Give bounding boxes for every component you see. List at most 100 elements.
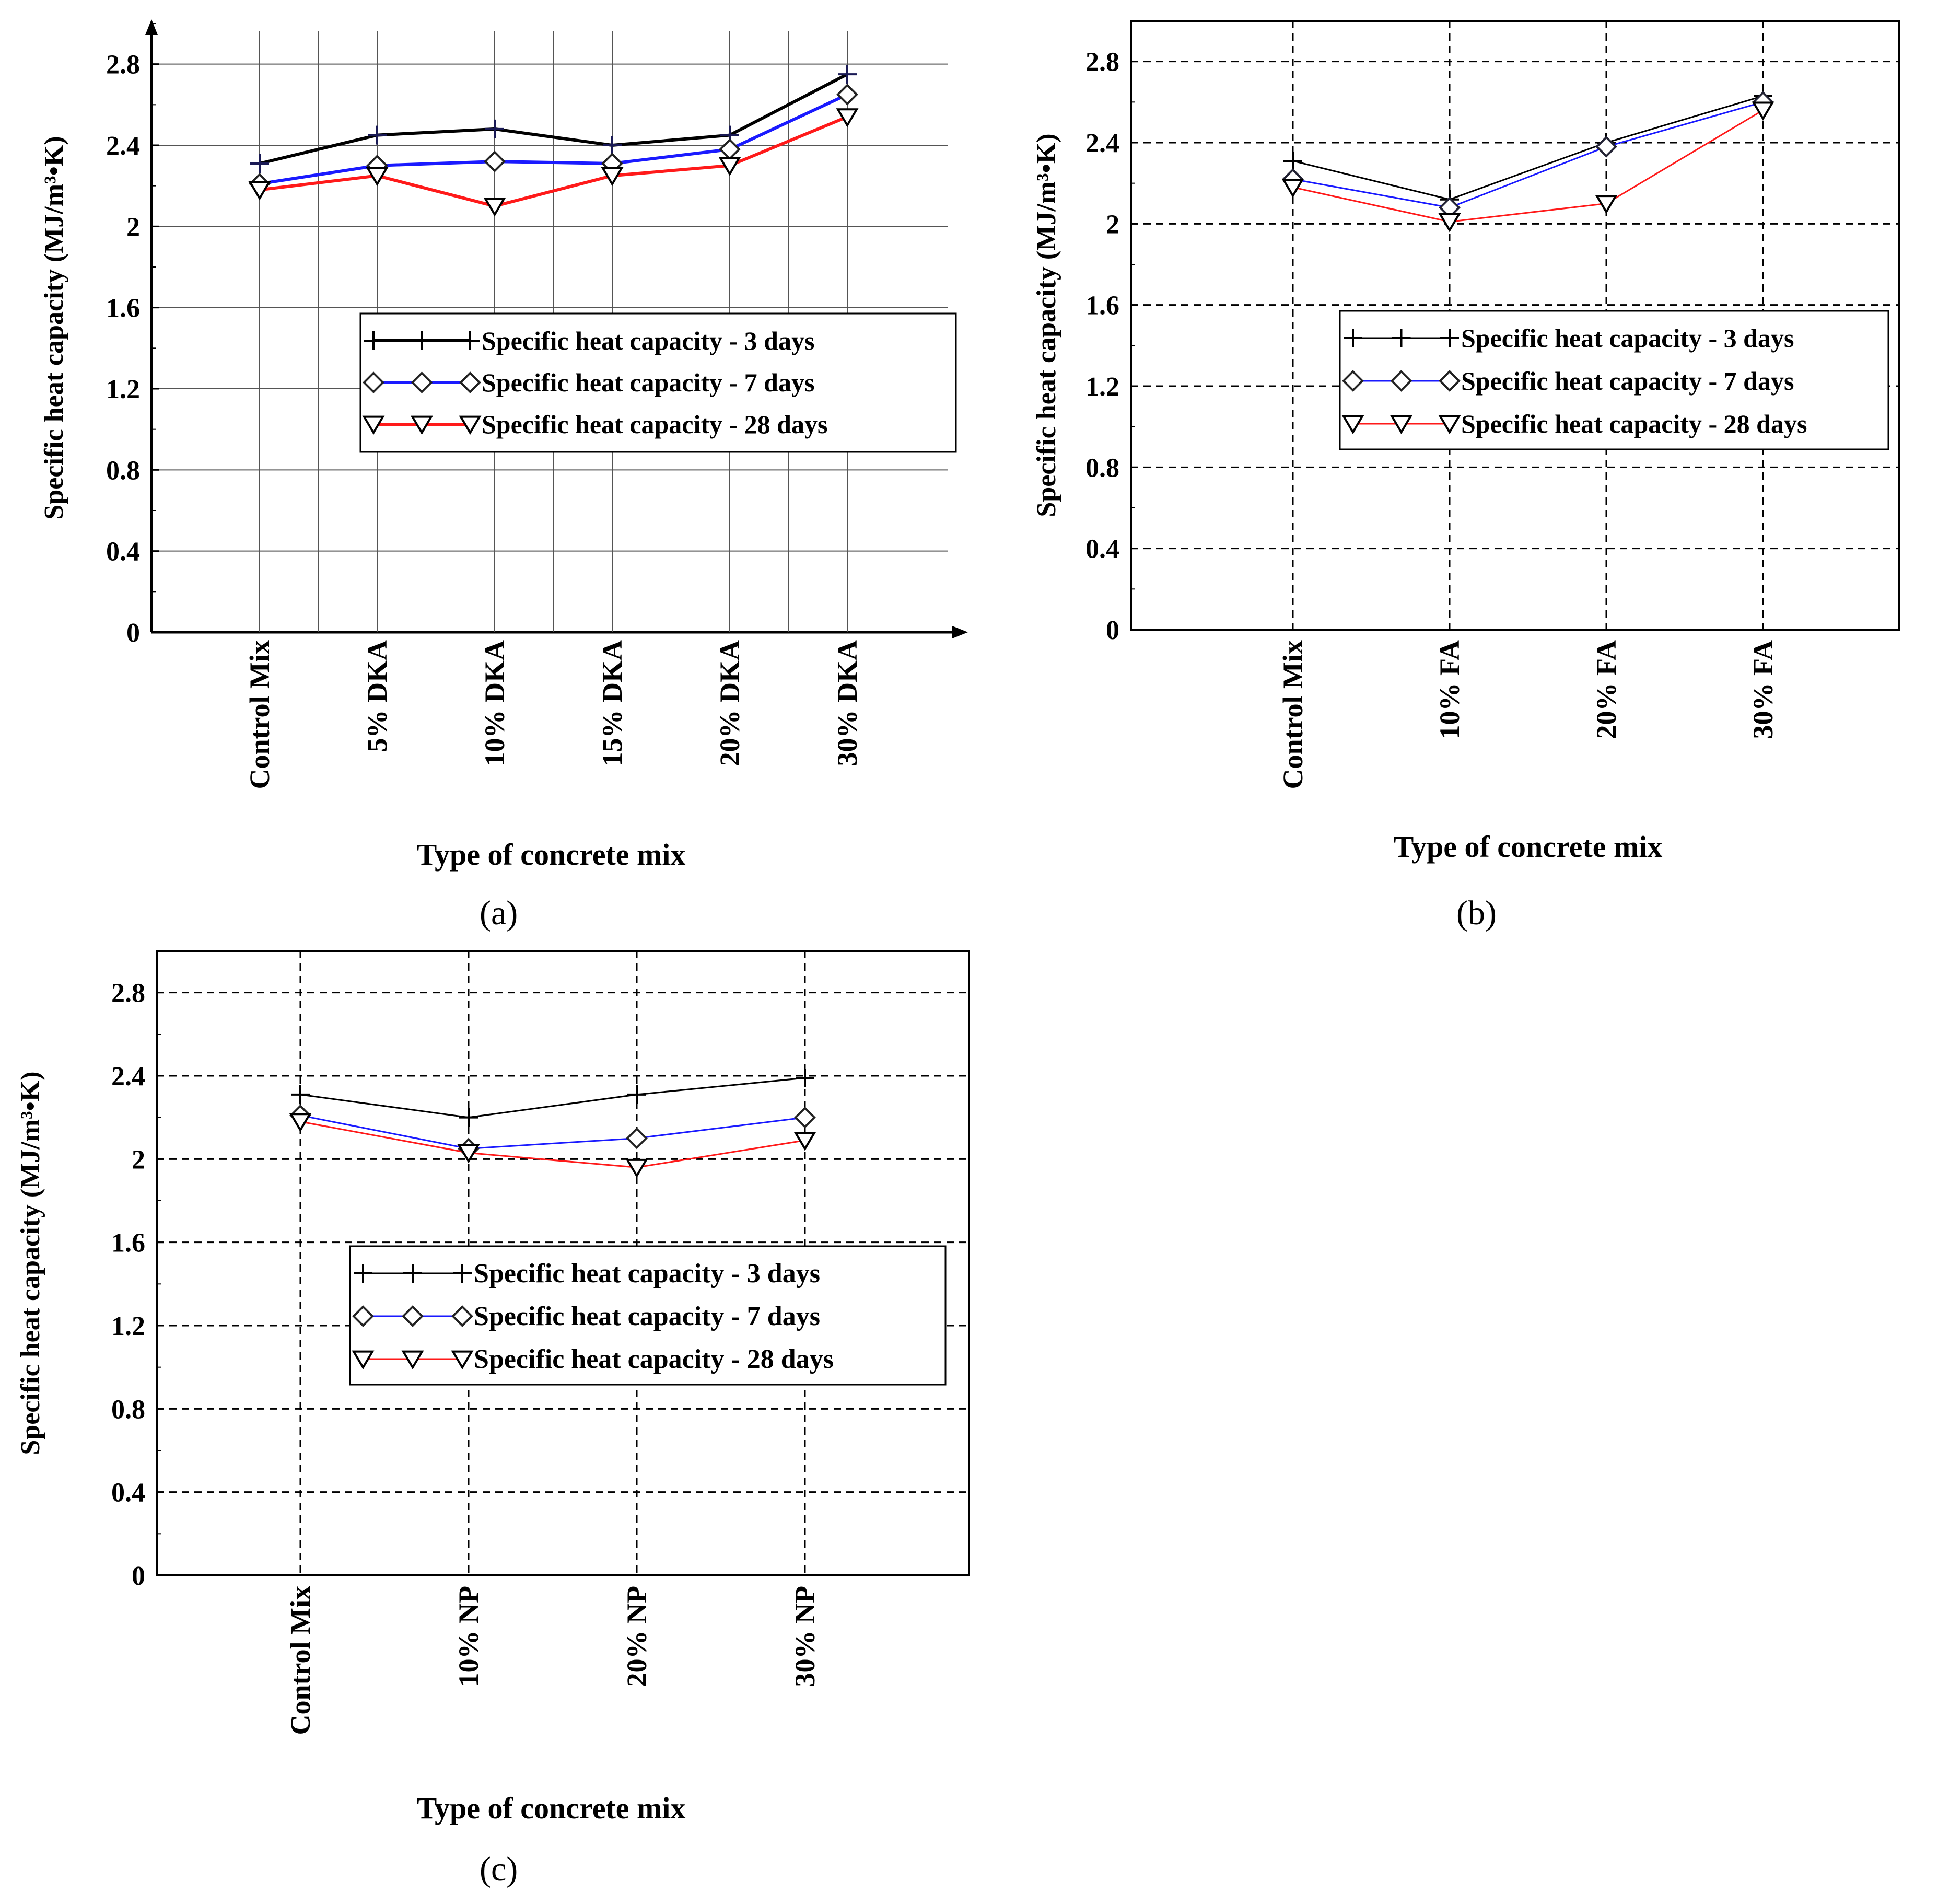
series-line-2 [300, 1121, 805, 1168]
data-point [459, 1108, 478, 1127]
legend-marker [1392, 329, 1411, 347]
data-point [1595, 195, 1618, 214]
data-point [289, 1113, 312, 1132]
panel-label-b: (b) [1456, 894, 1497, 932]
legend-marker [412, 331, 431, 350]
legend-marker [411, 371, 433, 393]
y-tick-label: 0.8 [111, 1395, 145, 1424]
y-tick-label: 0 [126, 618, 140, 648]
x-tick-label: 20% FA [1591, 640, 1622, 739]
legend-marker [453, 1264, 472, 1283]
y-tick-label: 0.8 [106, 456, 140, 485]
y-axis-arrow [145, 19, 158, 35]
series-line-0 [1292, 95, 1764, 201]
data-point [627, 1085, 646, 1104]
chart-a: 0 0.4 0.8 1.2 1.6 2 2.4 2.8 Control Mix 5% DKA 10%… [39, 19, 968, 872]
legend-label: Specific heat capacity - 3 days [474, 1259, 820, 1288]
legend-marker [362, 415, 385, 435]
legend-marker [459, 415, 482, 435]
legend-label: Specific heat capacity - 7 days [474, 1302, 820, 1331]
data-point [626, 1127, 648, 1150]
y-tick-label: 0 [1106, 616, 1119, 645]
legend-label: Specific heat capacity - 7 days [1461, 366, 1794, 396]
x-tick-label: 10% DKA [479, 640, 510, 767]
legend-marker [1438, 415, 1461, 435]
panel-label-a: (a) [480, 894, 518, 932]
plot-frame [1130, 20, 1900, 631]
x-tick-label: Control Mix [244, 640, 275, 789]
legend-marker [459, 371, 481, 393]
x-tick-label: 20% DKA [714, 640, 745, 767]
legend-marker [402, 1305, 424, 1327]
legend-marker [461, 331, 480, 350]
data-point [796, 1068, 814, 1087]
data-point [1281, 179, 1304, 198]
series-line-1 [1292, 101, 1764, 208]
data-point [625, 1158, 648, 1178]
series-line-1 [259, 93, 848, 185]
data-point [603, 136, 622, 155]
x-tick-label: Control Mix [1277, 640, 1309, 789]
legend-marker [451, 1305, 473, 1327]
y-tick-label: 1.2 [111, 1311, 145, 1341]
y-tick-label: 2.4 [111, 1062, 145, 1092]
legend-label: Specific heat capacity - 28 days [482, 410, 827, 439]
data-point [1595, 135, 1617, 158]
series-line-0 [300, 1077, 805, 1119]
data-point [1438, 213, 1461, 233]
y-tick-label: 2.4 [1085, 129, 1119, 158]
legend-marker [1341, 415, 1364, 435]
data-point [250, 154, 269, 173]
y-tick-label: 2.8 [111, 979, 145, 1008]
y-tick-label: 2 [126, 212, 140, 242]
legend-marker [1342, 370, 1364, 392]
data-point [366, 167, 389, 187]
x-axis-label: Type of concrete mix [417, 1791, 686, 1825]
series-line-2 [1292, 109, 1764, 223]
data-point [836, 108, 859, 127]
legend-label: Specific heat capacity - 28 days [474, 1344, 834, 1374]
data-point [484, 150, 506, 172]
data-point [1752, 101, 1774, 121]
x-tick-label: Control Mix [285, 1586, 316, 1735]
chart-c: 0 0.4 0.8 1.2 1.6 2 2.4 2.8 Control Mix 10% NP 20%… [16, 950, 970, 1825]
data-point [793, 1132, 816, 1151]
plot-frame [156, 950, 970, 1576]
y-tick-label: 1.2 [106, 375, 140, 404]
y-tick-label: 0.4 [106, 537, 140, 567]
data-point [794, 1106, 816, 1129]
data-point [838, 65, 857, 84]
x-tick-label: 30% DKA [832, 640, 863, 767]
y-tick-label: 0 [132, 1561, 145, 1591]
x-axis-label: Type of concrete mix [417, 838, 686, 872]
legend-marker [451, 1350, 474, 1370]
y-tick-label: 2 [132, 1145, 145, 1175]
legend-marker [401, 1350, 424, 1370]
legend-marker [403, 1264, 422, 1283]
data-point [601, 167, 624, 187]
series-line-0 [259, 73, 848, 165]
x-tick-label: 10% NP [453, 1586, 484, 1687]
x-tick-label: 15% DKA [597, 640, 628, 767]
data-point [485, 119, 504, 138]
y-axis-label: Specific heat capacity (MJ/m³•K) [39, 136, 69, 519]
legend-marker [1439, 370, 1461, 392]
legend-label: Specific heat capacity - 28 days [1461, 409, 1807, 438]
data-point [719, 138, 741, 160]
y-tick-label: 0.4 [1085, 535, 1119, 564]
legend-marker [354, 1264, 372, 1283]
x-tick-label: 30% NP [789, 1586, 821, 1687]
data-point [368, 125, 387, 145]
data-point [457, 1144, 480, 1164]
data-point [291, 1085, 310, 1104]
legend-marker [411, 415, 433, 435]
y-tick-label: 1.6 [111, 1228, 145, 1258]
y-tick-label: 2.4 [106, 131, 140, 161]
series-line-1 [300, 1114, 805, 1150]
legend-marker [1344, 329, 1362, 347]
series-line-2 [259, 115, 848, 208]
y-axis-label: Specific heat capacity (MJ/m³•K) [16, 1071, 45, 1455]
legend-marker [352, 1305, 374, 1327]
y-axis-label: Specific heat capacity (MJ/m³•K) [1032, 133, 1061, 517]
